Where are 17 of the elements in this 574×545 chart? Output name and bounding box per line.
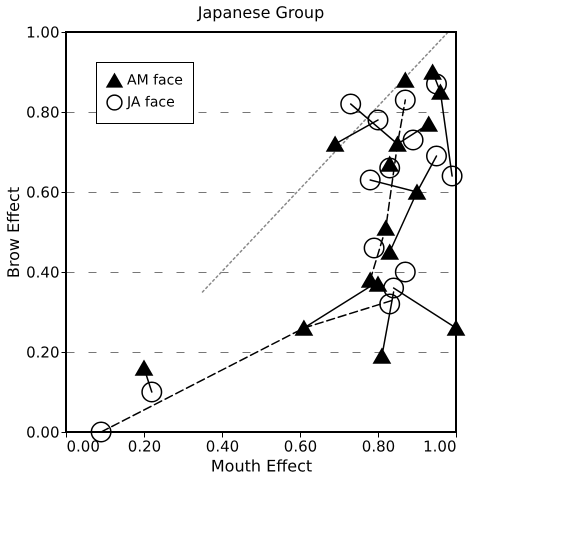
- x-tick-label: 0.80: [362, 438, 396, 456]
- x-axis-title: Mouth Effect: [210, 456, 312, 476]
- y-tick-label: 1.00: [26, 24, 60, 42]
- y-tick-label: 0.40: [26, 264, 60, 282]
- x-tick-label: 0.00: [66, 438, 100, 456]
- x-tick-label: 0.60: [284, 438, 318, 456]
- chart-title: Japanese Group: [196, 3, 324, 22]
- y-tick-label: 0.80: [26, 104, 60, 122]
- y-tick-label: 0.20: [26, 344, 60, 362]
- y-tick-label: 0.60: [26, 184, 60, 202]
- x-tick-label: 1.00: [423, 438, 456, 456]
- x-tick-label: 0.20: [128, 438, 162, 456]
- y-axis-title: Brow Effect: [4, 186, 24, 278]
- legend-label: JA face: [126, 94, 175, 110]
- legend-label: AM face: [127, 72, 183, 88]
- x-tick-label: 0.40: [206, 438, 240, 456]
- y-tick-label: 0.00: [26, 424, 60, 442]
